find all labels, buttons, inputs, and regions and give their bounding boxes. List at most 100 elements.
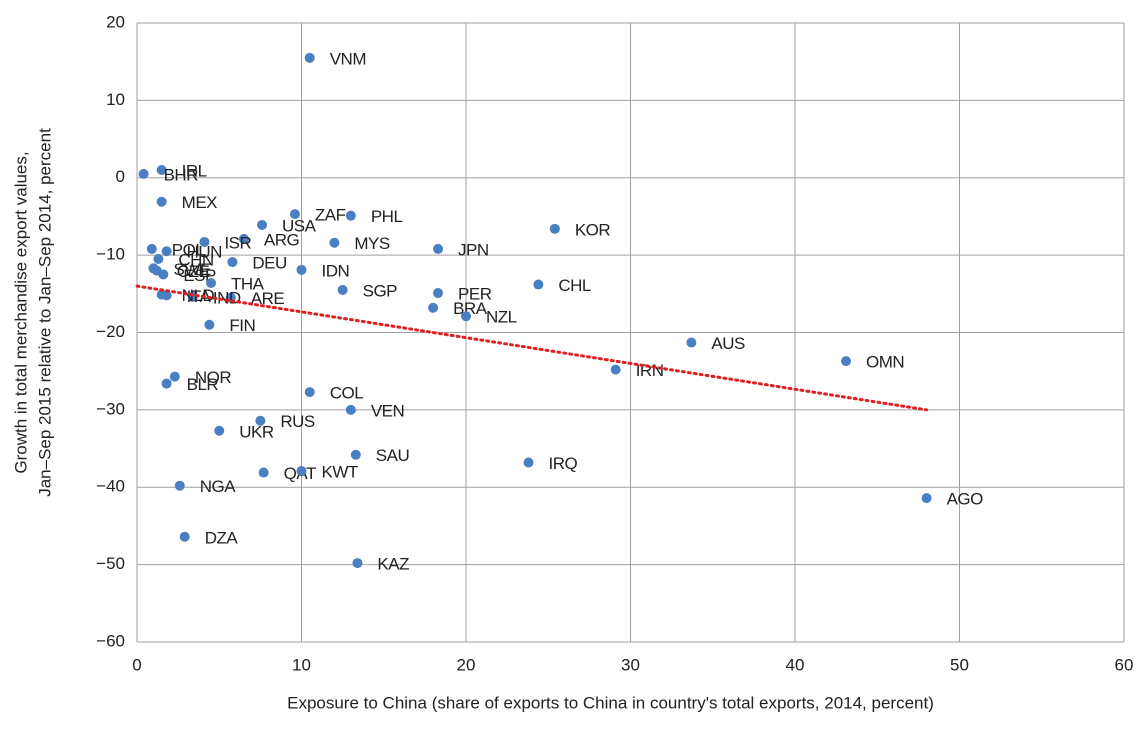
point-label: SGP [363, 281, 398, 300]
point-label: ZAF [315, 206, 346, 225]
data-point [204, 319, 215, 330]
data-point [433, 288, 444, 299]
point-label: IDN [322, 261, 350, 280]
point-label: HUN [187, 243, 222, 262]
data-point [686, 337, 697, 348]
y-tick-label: −20 [96, 322, 125, 341]
point-label: ARE [251, 289, 285, 308]
point-label: MEX [182, 193, 218, 212]
data-point [258, 467, 269, 478]
y-tick-label: −60 [96, 631, 125, 650]
data-point [296, 264, 307, 275]
data-point [296, 466, 307, 477]
point-label: RUS [280, 412, 315, 431]
data-point [161, 378, 172, 389]
data-point [610, 364, 621, 375]
point-label: PHL [371, 207, 403, 226]
point-label: ARG [264, 230, 299, 249]
x-tick-label: 10 [292, 655, 311, 674]
trend-line [135, 284, 929, 412]
point-label: AUS [711, 334, 745, 353]
x-tick-label: 40 [786, 655, 805, 674]
y-axis-label: Growth in total merchandise export value… [11, 151, 30, 473]
point-label: THA [231, 274, 265, 293]
data-point [158, 269, 169, 280]
data-point [840, 356, 851, 367]
x-tick-label: 20 [457, 655, 476, 674]
data-point [523, 457, 534, 468]
data-point [156, 196, 167, 207]
data-point [227, 257, 238, 268]
point-label: IRQ [549, 454, 578, 473]
point-label: CHN [178, 250, 213, 269]
x-tick-label: 30 [621, 655, 640, 674]
data-point [433, 243, 444, 254]
data-point [214, 425, 225, 436]
data-point [199, 236, 210, 247]
data-point [289, 209, 300, 220]
point-label: CZE [177, 262, 210, 281]
data-point [549, 223, 560, 234]
data-point [206, 277, 217, 288]
data-point [156, 289, 167, 300]
point-label: SWE [173, 260, 210, 279]
data-point [337, 284, 348, 295]
point-label: IRL [182, 161, 207, 180]
point-label: NOR [195, 368, 232, 387]
point-label: CHL [558, 276, 591, 295]
x-tick-label: 60 [1115, 655, 1134, 674]
point-label: POL [172, 240, 205, 259]
data-point [169, 371, 180, 382]
data-point [174, 480, 185, 491]
data-point [255, 415, 266, 426]
point-label: VNM [330, 49, 366, 68]
point-label: COL [330, 384, 364, 403]
x-tick-label: 0 [132, 655, 141, 674]
y-tick-label: −10 [96, 245, 125, 264]
data-point [350, 449, 361, 460]
point-label: KWT [322, 462, 358, 481]
point-label: VEN [371, 401, 404, 420]
point-label: DEU [252, 254, 286, 273]
y-axis-label: Jan–Sep 2015 relative to Jan–Sep 2014, p… [35, 128, 54, 497]
point-label: PER [458, 285, 492, 304]
y-tick-label: −40 [96, 477, 125, 496]
data-point [156, 165, 167, 176]
x-axis-label: Exposure to China (share of exports to C… [287, 693, 934, 712]
data-point [304, 52, 315, 63]
point-label: BHR [164, 165, 199, 184]
point-label: DZA [205, 528, 239, 547]
data-point [329, 237, 340, 248]
data-point [921, 493, 932, 504]
point-label: NZL [486, 308, 517, 327]
point-label: BLR [187, 375, 219, 394]
point-label: OMN [866, 353, 904, 372]
point-label: KOR [575, 220, 611, 239]
point-label: ISR [224, 233, 251, 252]
data-point [238, 233, 249, 244]
point-label: NGA [200, 477, 237, 496]
data-point [304, 387, 315, 398]
x-tick-label: 50 [950, 655, 969, 674]
point-label: AGO [947, 490, 984, 509]
data-point [257, 219, 268, 230]
y-tick-label: 10 [106, 90, 125, 109]
data-point [179, 531, 190, 542]
y-tick-label: 0 [116, 167, 125, 186]
data-point [352, 558, 363, 569]
y-tick-label: 20 [106, 12, 125, 31]
point-label: UKR [239, 422, 274, 441]
data-point [345, 404, 356, 415]
data-point [153, 253, 164, 264]
point-label: FIN [229, 316, 255, 335]
data-point [533, 279, 544, 290]
data-point [428, 302, 439, 313]
point-label: SAU [376, 446, 409, 465]
y-tick-label: −30 [96, 399, 125, 418]
point-label: KAZ [377, 555, 409, 574]
point-label: MYS [354, 234, 390, 253]
data-point [461, 311, 471, 322]
data-point [345, 210, 356, 221]
